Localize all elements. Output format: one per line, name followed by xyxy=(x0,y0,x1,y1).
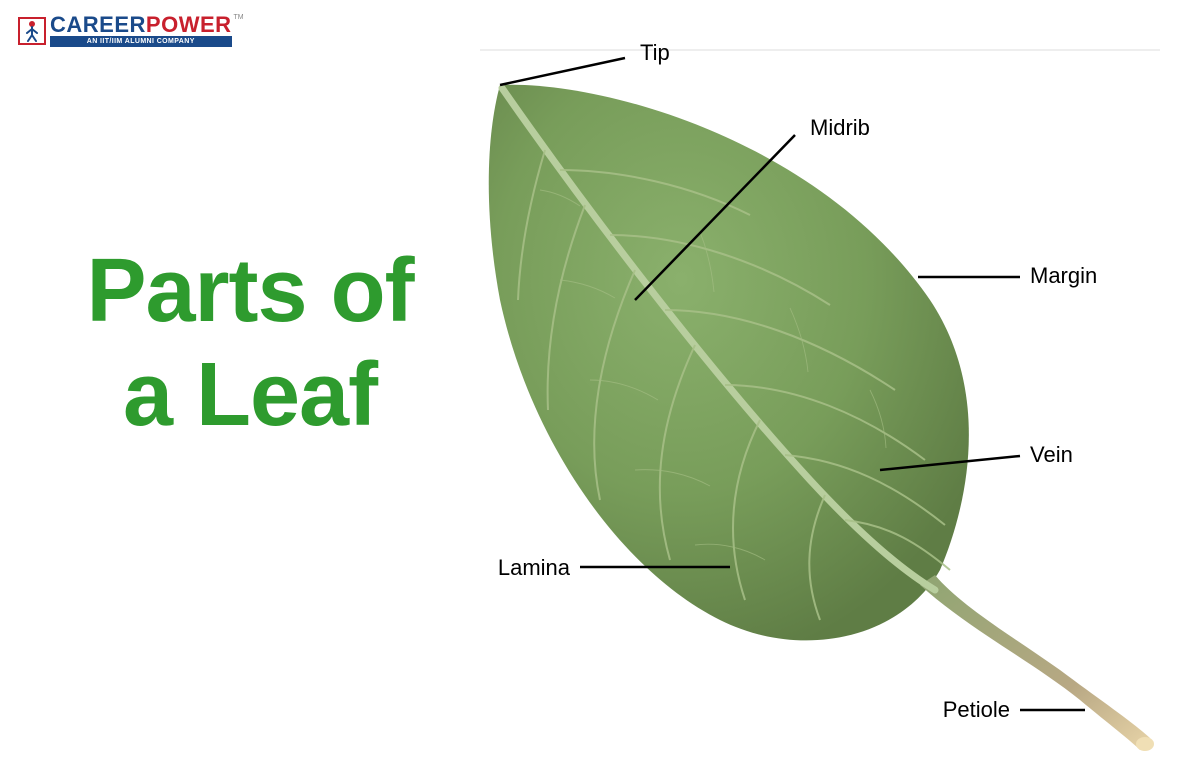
logo-text: CAREERPOWER AN IIT/IIM ALUMNI COMPANY xyxy=(50,14,232,47)
logo-word-career: CAREER xyxy=(50,12,146,37)
leaf-petiole xyxy=(920,575,1150,750)
label-petiole: Petiole xyxy=(943,697,1010,722)
title-line-1: Parts of xyxy=(40,240,460,344)
logo-tm: TM xyxy=(234,14,244,21)
label-tip: Tip xyxy=(640,40,670,65)
title-line-2: a Leaf xyxy=(40,344,460,448)
label-midrib: Midrib xyxy=(810,115,870,140)
petiole-tip xyxy=(1136,737,1154,751)
logo-icon xyxy=(18,17,46,45)
label-margin: Margin xyxy=(1030,263,1097,288)
page-title: Parts of a Leaf xyxy=(40,240,460,447)
label-vein: Vein xyxy=(1030,442,1073,467)
brand-logo: CAREERPOWER AN IIT/IIM ALUMNI COMPANY TM xyxy=(18,14,244,47)
leaf-diagram: Tip Midrib Margin Vein Lamina Petiole xyxy=(470,20,1190,760)
label-lamina: Lamina xyxy=(498,555,571,580)
logo-brand: CAREERPOWER xyxy=(50,14,232,36)
leaf-svg: Tip Midrib Margin Vein Lamina Petiole xyxy=(470,20,1190,760)
logo-tagline: AN IIT/IIM ALUMNI COMPANY xyxy=(50,36,232,47)
logo-word-power: POWER xyxy=(146,12,232,37)
